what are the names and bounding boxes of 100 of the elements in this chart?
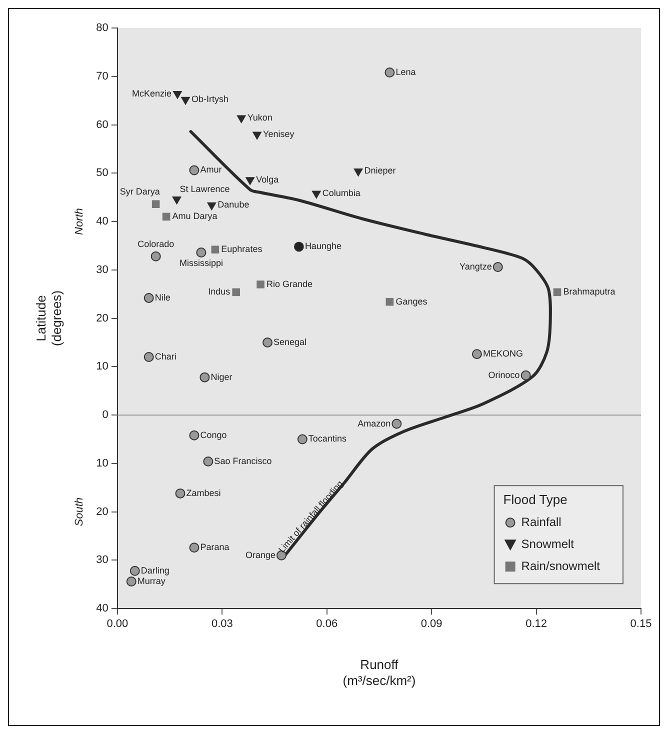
point — [386, 298, 394, 306]
legend-label: Rain/snowmelt — [521, 558, 601, 573]
point — [245, 177, 255, 186]
y-tick-label: 60 — [96, 118, 108, 131]
annotation: Senegal — [274, 336, 307, 347]
point — [384, 68, 395, 78]
annotation: Haunghe — [304, 241, 342, 252]
y-tick-label: 40 — [96, 602, 108, 615]
point — [162, 212, 170, 221]
point — [144, 292, 154, 303]
point — [172, 91, 182, 100]
annotation: Zambesi — [186, 488, 221, 498]
annotation: Euphrates — [221, 244, 263, 254]
point — [196, 248, 206, 258]
annotation: Amazon — [358, 418, 391, 428]
point — [312, 190, 322, 199]
annotation: Congo — [200, 430, 227, 440]
annotation: Niger — [210, 372, 232, 382]
point — [180, 96, 190, 106]
point — [232, 288, 240, 296]
annotation: Danube — [218, 200, 250, 210]
point — [189, 542, 200, 553]
x-tick-label: 0.15 — [630, 618, 652, 630]
text: South — [74, 497, 86, 526]
legend-label: Snowmelt — [521, 536, 575, 551]
x-tick-label: 0.06 — [316, 618, 338, 630]
annotation: Darling — [140, 565, 170, 576]
annotation: Yukon — [247, 112, 272, 122]
point — [392, 418, 402, 429]
y-tick-label: 30 — [96, 554, 108, 566]
annotation: Orange — [245, 550, 276, 560]
annotation: Rio Grande — [266, 278, 313, 289]
annotation: Yenisey — [263, 128, 295, 139]
y-tick-label: 10 — [96, 360, 108, 373]
point — [492, 262, 503, 272]
annotation: McKenzie — [132, 88, 172, 98]
point — [200, 372, 210, 382]
annotation: Amur — [200, 164, 222, 175]
point — [472, 349, 482, 360]
y-tick-label: 30 — [96, 264, 108, 276]
point — [354, 168, 364, 177]
y-tick-label: 10 — [96, 457, 108, 470]
annotation: Ganges — [396, 296, 428, 306]
y-tick-label: 80 — [96, 22, 108, 34]
annotation: Syr Darya — [120, 186, 160, 197]
x-tick-label: 0.00 — [106, 618, 128, 630]
annotation: Orinoco — [488, 370, 520, 380]
annotation: Murray — [137, 576, 166, 586]
text: North — [74, 208, 86, 235]
annotation: Ob-Irtysh — [192, 94, 229, 104]
point — [189, 430, 200, 440]
point — [189, 165, 200, 176]
annotation: Dnieper — [364, 166, 396, 176]
annotation: Yangtze — [460, 262, 492, 272]
annotation: Nile — [154, 292, 170, 302]
point — [211, 246, 220, 254]
annotation: Colorado — [138, 238, 174, 249]
point — [144, 352, 154, 362]
point — [150, 251, 161, 262]
x-tick-label: 0.09 — [420, 618, 442, 630]
point — [553, 288, 562, 296]
y-tick-label: 40 — [96, 216, 108, 228]
point — [126, 576, 136, 587]
x-axis-title: Runoff (m³/sec/km²) — [342, 657, 416, 688]
y-tick-label: 70 — [96, 70, 108, 82]
annotation: Brahmaputra — [563, 286, 616, 297]
point — [294, 242, 304, 252]
legend-title: Flood Type — [503, 492, 568, 508]
annotation: Sao Francisco — [214, 456, 272, 466]
point — [236, 115, 246, 124]
point — [203, 456, 214, 467]
annotation: Volga — [256, 174, 279, 184]
point — [130, 566, 140, 576]
y-tick-label: 0 — [102, 409, 108, 422]
y-tick-label: 20 — [96, 506, 108, 518]
point — [520, 370, 531, 380]
y-tick-label: 20 — [96, 312, 108, 324]
x-tick-label: 0.03 — [211, 618, 233, 630]
annotation: Lena — [396, 66, 416, 77]
y-tick-label: 50 — [96, 167, 108, 180]
point — [262, 337, 273, 348]
x-tick-label: 0.12 — [526, 618, 547, 630]
y-axis-title: Latitude (degrees) — [33, 290, 64, 346]
annotation: Chari — [154, 351, 176, 362]
annotation: Mississippi — [179, 258, 223, 268]
annotation: MEKONG — [482, 348, 523, 359]
annotation: Indus — [208, 286, 231, 297]
point — [152, 200, 160, 208]
annotation: Parana — [200, 542, 230, 552]
legend-label: Rainfall — [521, 514, 562, 529]
point — [206, 202, 216, 211]
point — [172, 196, 182, 205]
annotation: St Lawrence — [180, 184, 230, 194]
point — [297, 434, 308, 444]
point — [252, 132, 262, 140]
annotation: Tocantins — [308, 434, 347, 444]
annotation: Amu Darya — [172, 211, 218, 222]
point — [175, 488, 186, 498]
annotation: Columbia — [322, 188, 360, 198]
point — [256, 280, 264, 288]
